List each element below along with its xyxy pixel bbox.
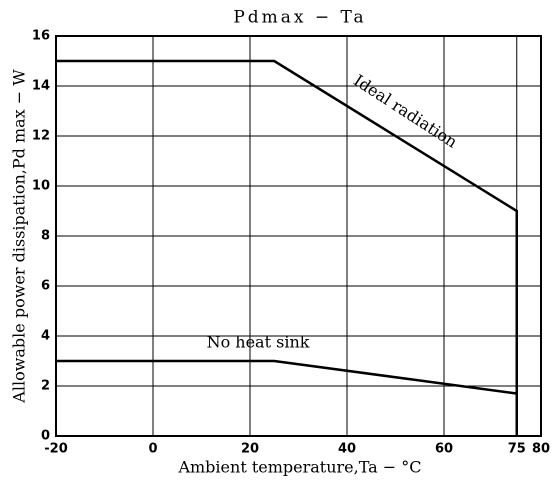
series-line	[56, 359, 517, 395]
y-tick-label: 0	[41, 429, 50, 444]
y-tick-label: 6	[41, 279, 50, 294]
y-tick-label: 8	[41, 229, 50, 244]
plot-frame	[55, 35, 542, 437]
x-tick-label: -20	[44, 442, 68, 457]
series-line	[56, 59, 518, 436]
y-axis-label: Allowable power dissipation,Pd max − W	[10, 69, 29, 404]
chart-title: Pdmax − Ta	[233, 8, 366, 28]
x-tick-label: 75	[508, 442, 526, 457]
series-label: No heat sink	[207, 333, 310, 352]
y-tick-label: 16	[32, 29, 50, 44]
y-tick-label: 2	[41, 379, 50, 394]
x-tick-label: 40	[338, 442, 356, 457]
y-tick-label: 10	[32, 179, 50, 194]
x-tick-label: 60	[435, 442, 453, 457]
x-tick-label: 80	[532, 442, 550, 457]
x-tick-label: 20	[241, 442, 259, 457]
y-tick-label: 14	[32, 79, 50, 94]
x-axis-label: Ambient temperature,Ta − °C	[177, 458, 421, 477]
y-tick-label: 4	[41, 329, 50, 344]
x-tick-label: 0	[148, 442, 157, 457]
y-tick-label: 12	[32, 129, 50, 144]
